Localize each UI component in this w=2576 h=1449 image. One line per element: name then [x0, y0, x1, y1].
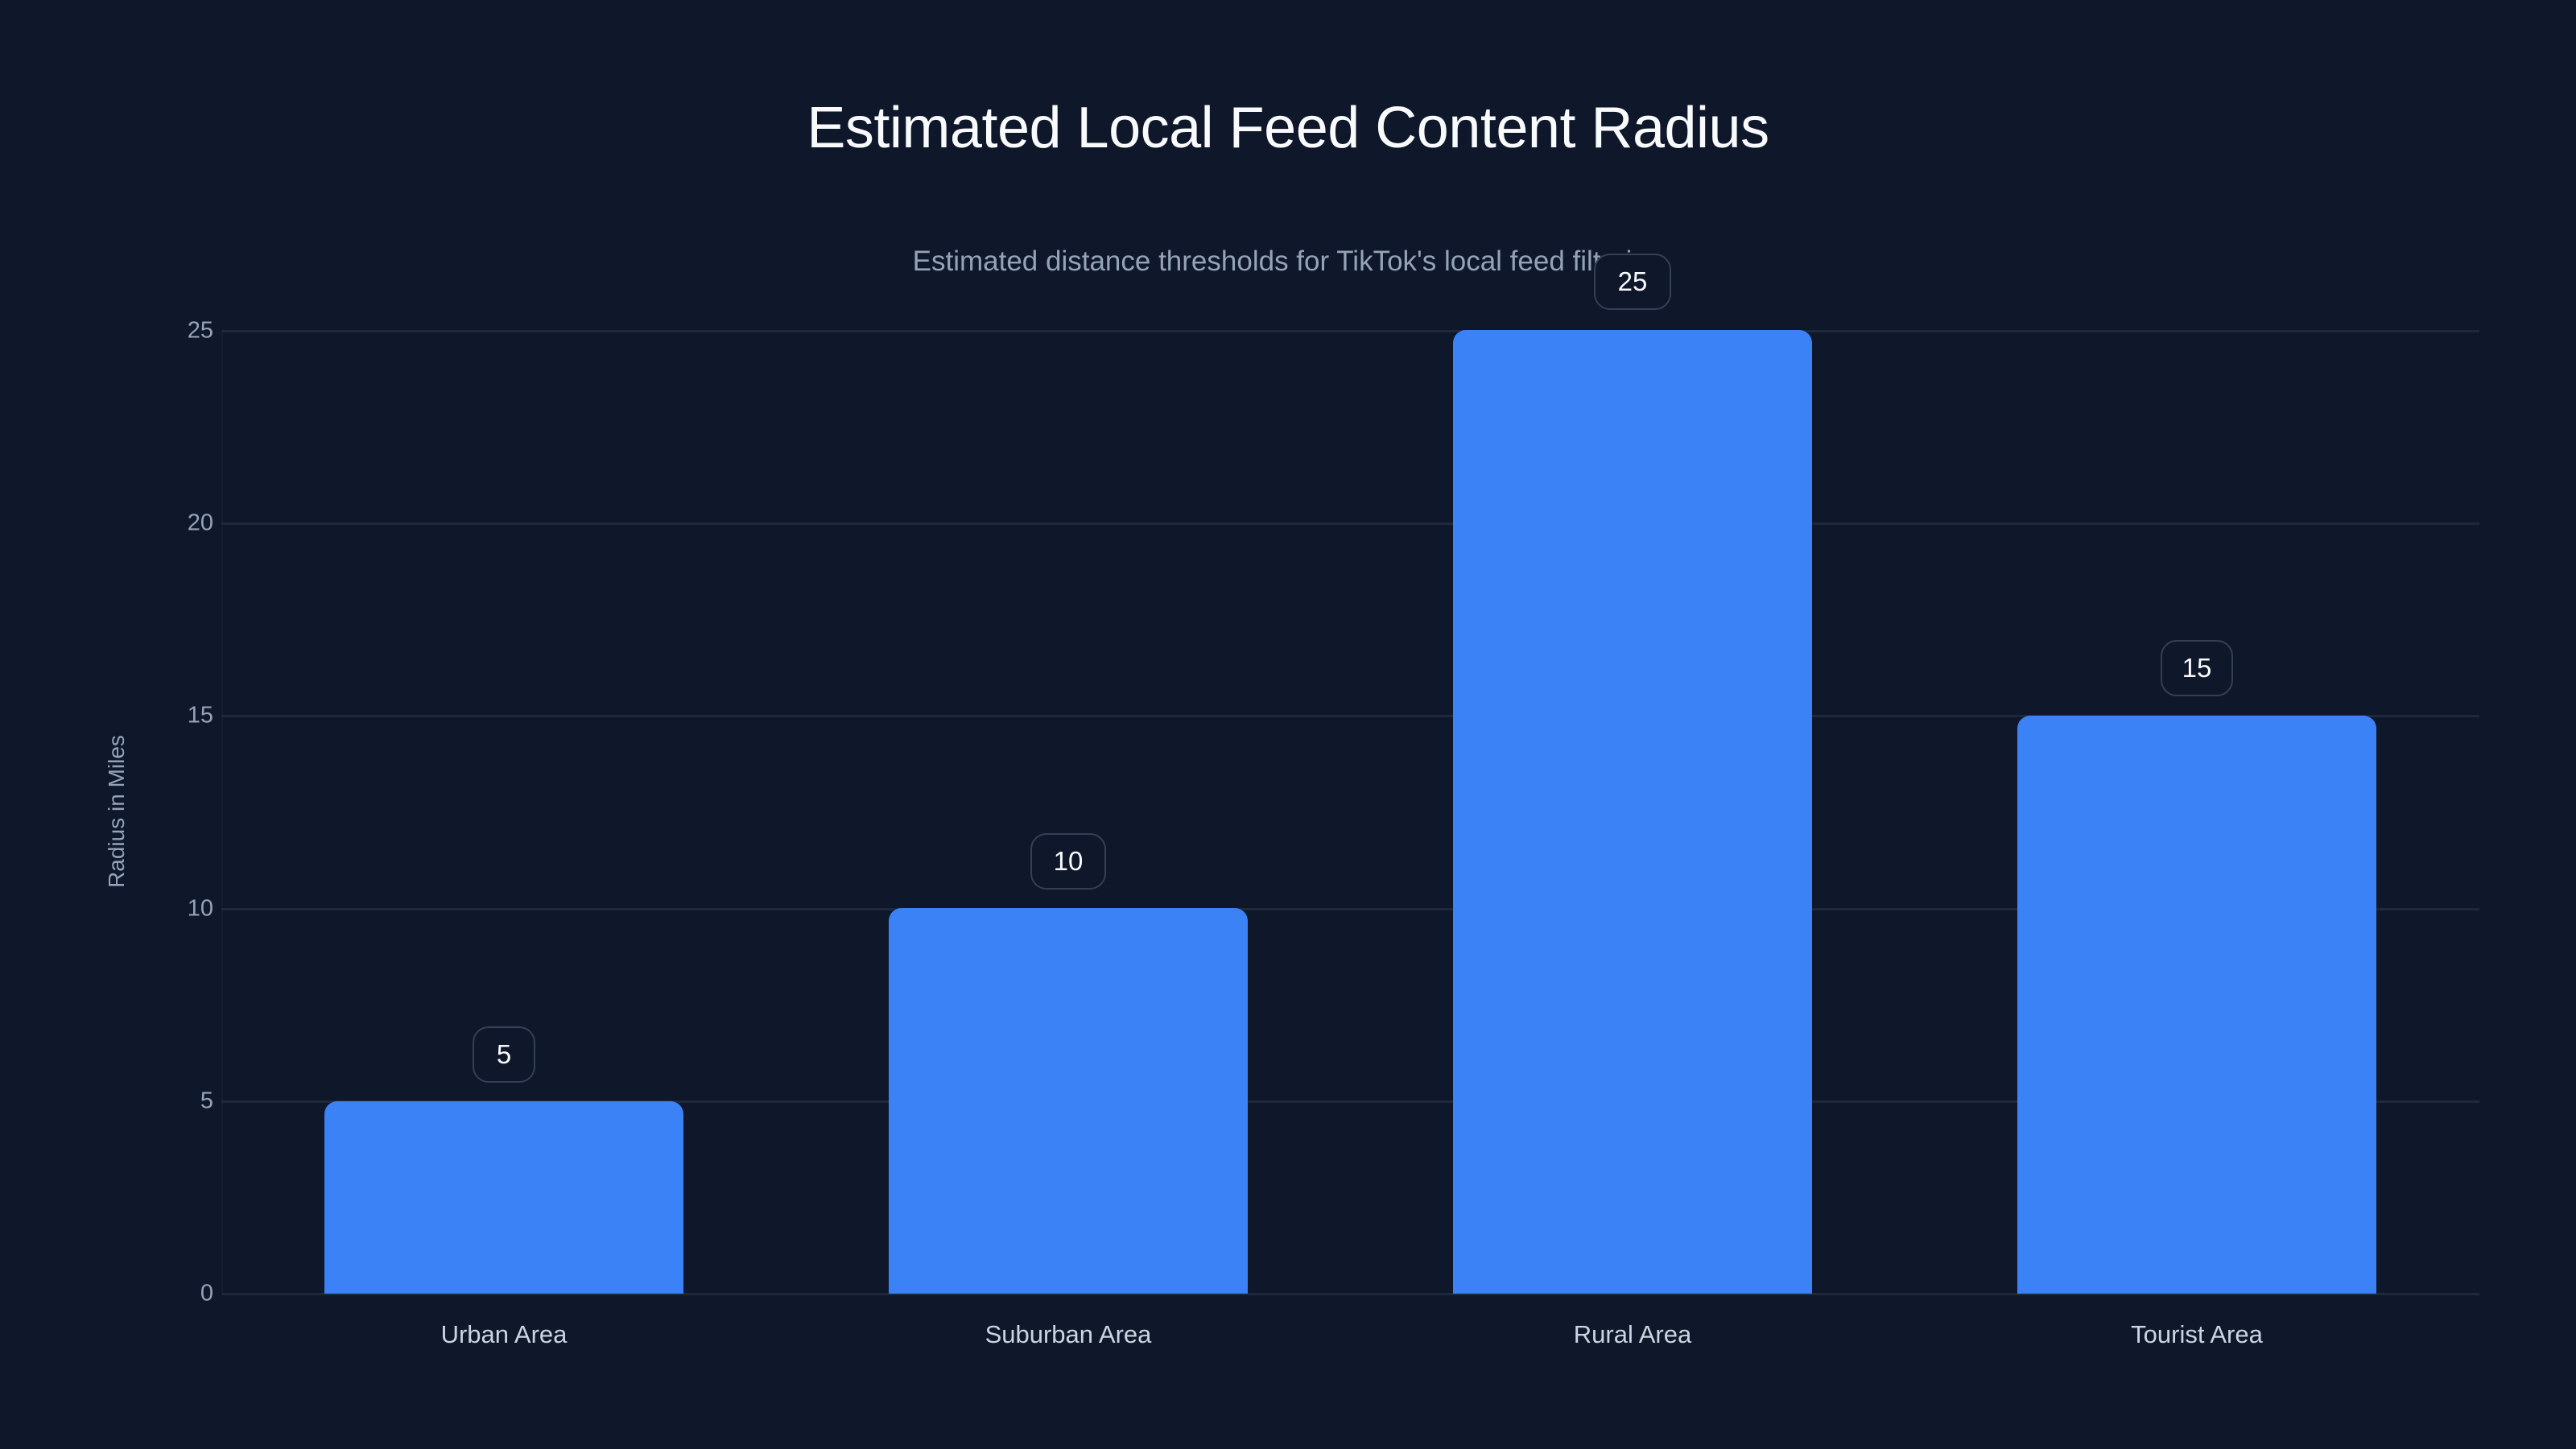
x-tick-label: Tourist Area	[2131, 1320, 2263, 1348]
gridline-0	[221, 1293, 2479, 1295]
y-axis-line	[221, 330, 223, 1294]
y-tick: 0	[200, 1280, 213, 1307]
gridline-5	[221, 1100, 2479, 1103]
y-tick: 5	[200, 1088, 213, 1114]
chart-title: Estimated Local Feed Content Radius	[807, 96, 1769, 160]
gridline-10	[221, 908, 2479, 910]
value-label: 10	[1030, 833, 1106, 890]
bar-tourist-area[interactable]	[2017, 716, 2376, 1294]
y-tick: 10	[187, 895, 213, 922]
value-label: 25	[1594, 254, 1671, 310]
bar-rural-area[interactable]	[1453, 330, 1812, 1294]
y-tick: 20	[187, 510, 213, 536]
plot-area: 0 5 10 15 20 25 5 10 25 15	[188, 254, 2479, 1307]
value-label: 15	[2161, 640, 2233, 696]
y-tick: 25	[187, 317, 213, 344]
y-tick: 15	[187, 702, 213, 729]
x-tick-label: Rural Area	[1573, 1320, 1692, 1348]
y-axis-title: Radius in Miles	[104, 735, 129, 888]
bar-suburban-area[interactable]	[889, 908, 1248, 1294]
bar-urban-area[interactable]	[324, 1101, 683, 1294]
gridline-20	[221, 522, 2479, 525]
chart-subtitle: Estimated distance thresholds for TikTok…	[912, 246, 1664, 277]
x-tick-label: Urban Area	[440, 1320, 568, 1348]
gridline-15	[221, 715, 2479, 717]
value-label: 5	[473, 1026, 535, 1083]
gridline-25	[221, 330, 2479, 332]
x-tick-label: Suburban Area	[985, 1320, 1152, 1348]
